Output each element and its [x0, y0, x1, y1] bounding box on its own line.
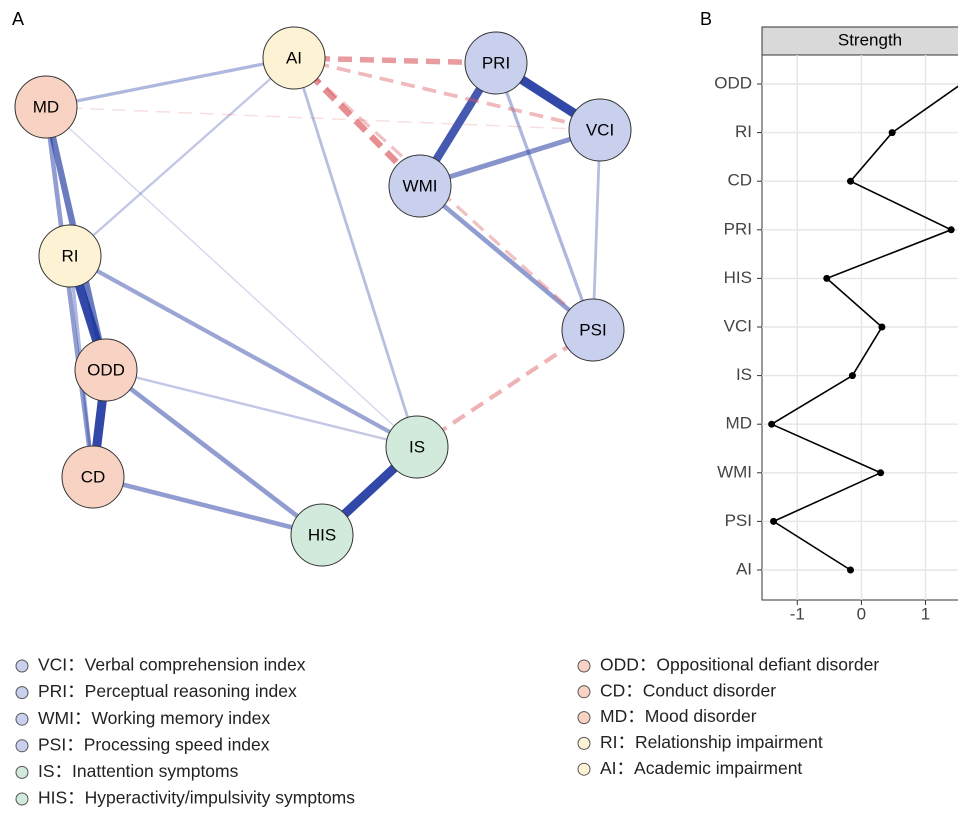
edge: [417, 330, 593, 447]
panel-label: A: [12, 9, 24, 29]
strength-point: [847, 567, 854, 574]
strength-point: [847, 178, 854, 185]
y-tick-label: WMI: [717, 462, 752, 481]
legend-marker: [16, 713, 28, 725]
node-label: MD: [33, 97, 59, 116]
legend-marker: [578, 712, 590, 724]
legend-text: HIS：Hyperactivity/impulsivity symptoms: [38, 788, 355, 808]
strength-point: [823, 275, 830, 282]
strength-point: [770, 518, 777, 525]
legend-text: PSI：Processing speed index: [38, 734, 270, 754]
legend-marker: [16, 687, 28, 699]
edge: [70, 58, 294, 256]
y-tick-label: IS: [736, 365, 752, 384]
node-label: HIS: [308, 525, 336, 544]
legend-marker: [578, 660, 590, 672]
legend-text: MD：Mood disorder: [600, 706, 757, 726]
node-label: WMI: [403, 176, 438, 195]
y-tick-label: VCI: [724, 316, 752, 335]
edge: [106, 370, 322, 535]
node-label: IS: [409, 437, 425, 456]
x-tick-label: 0: [857, 604, 866, 623]
legend-text: PRI：Perceptual reasoning index: [38, 681, 297, 701]
node-label: AI: [286, 48, 302, 67]
y-tick-label: RI: [735, 122, 752, 141]
legend-marker: [16, 793, 28, 805]
legend-text: IS：Inattention symptoms: [38, 761, 239, 781]
node-label: CD: [81, 467, 106, 486]
legend-marker: [578, 686, 590, 698]
strength-point: [948, 226, 955, 233]
legend-marker: [16, 766, 28, 778]
legend-marker: [16, 660, 28, 672]
node-label: ODD: [87, 360, 125, 379]
legend-text: AI：Academic impairment: [600, 758, 802, 778]
strength-point: [889, 129, 896, 136]
y-tick-label: PRI: [724, 219, 752, 238]
facet-label: Strength: [838, 30, 902, 49]
legend-text: VCI：Verbal comprehension index: [38, 655, 306, 675]
x-tick-label: -1: [790, 604, 805, 623]
x-tick-label: 1: [921, 604, 930, 623]
node-label: PSI: [579, 320, 606, 339]
y-tick-label: CD: [727, 171, 752, 190]
strength-point: [768, 421, 775, 428]
legend-text: ODD：Oppositional defiant disorder: [600, 655, 879, 675]
y-tick-label: AI: [736, 559, 752, 578]
node-label: PRI: [482, 53, 510, 72]
node-label: RI: [62, 246, 79, 265]
legend-text: WMI：Working memory index: [38, 708, 270, 728]
y-tick-label: ODD: [714, 73, 752, 92]
strength-point: [849, 372, 856, 379]
y-tick-label: PSI: [725, 511, 752, 530]
y-tick-label: HIS: [724, 268, 752, 287]
panel-label: B: [700, 9, 712, 29]
legend-marker: [578, 763, 590, 775]
node-label: VCI: [586, 120, 614, 139]
legend-text: RI：Relationship impairment: [600, 732, 823, 752]
legend-marker: [578, 737, 590, 749]
edge: [46, 58, 294, 107]
strength-point: [877, 469, 884, 476]
y-tick-label: MD: [726, 414, 752, 433]
strength-point: [878, 324, 885, 331]
legend-marker: [16, 740, 28, 752]
legend-text: CD：Conduct disorder: [600, 680, 776, 700]
